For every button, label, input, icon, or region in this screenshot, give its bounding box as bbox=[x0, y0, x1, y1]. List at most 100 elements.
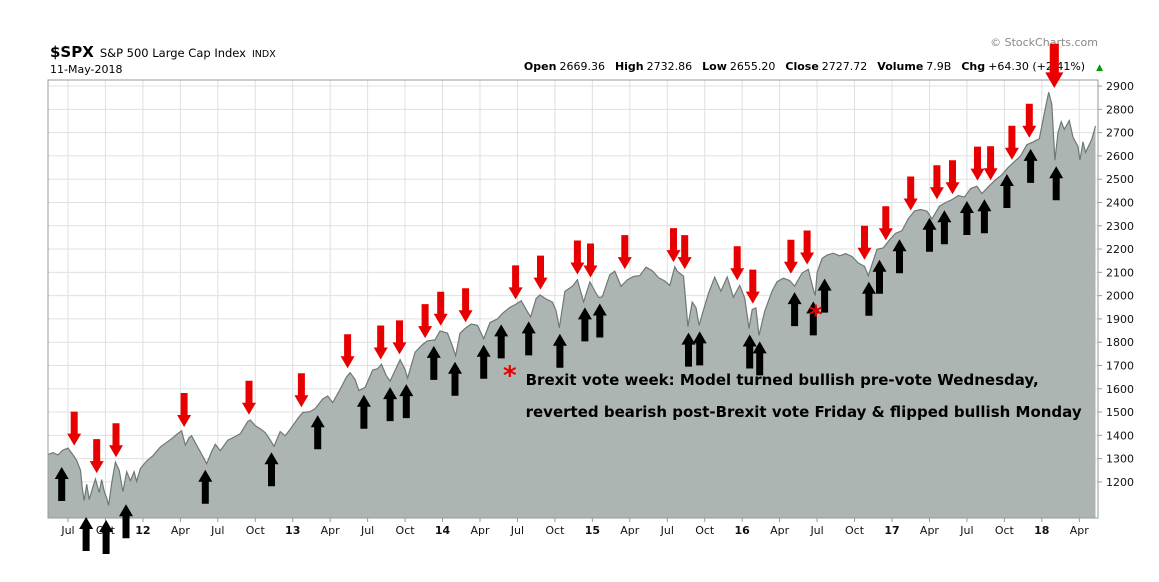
bearish-arrow-icon bbox=[929, 165, 944, 200]
bearish-arrow-icon bbox=[800, 230, 815, 265]
ohlc-quote-bar: Open 2669.36 High 2732.86 Low 2655.20 Close… bbox=[524, 60, 1103, 73]
bearish-arrow-icon bbox=[970, 146, 985, 181]
bearish-arrow-icon bbox=[677, 235, 692, 270]
bullish-arrow-icon bbox=[977, 199, 992, 234]
bullish-arrow-icon bbox=[399, 384, 414, 419]
bullish-arrow-icon bbox=[119, 504, 133, 539]
svg-text:1200: 1200 bbox=[1106, 476, 1134, 489]
bearish-arrow-icon bbox=[242, 380, 256, 415]
bullish-arrow-icon bbox=[1049, 166, 1064, 201]
bearish-arrow-icon bbox=[570, 240, 585, 275]
high-label: High bbox=[614, 60, 644, 73]
svg-text:Apr: Apr bbox=[620, 524, 640, 537]
bullish-arrow-icon bbox=[806, 301, 821, 336]
chart-date: 11-May-2018 bbox=[50, 63, 123, 76]
brexit-annotation: * Brexit vote week: Model turned bullish… bbox=[503, 361, 1082, 428]
bullish-arrow-icon bbox=[892, 239, 907, 274]
bearish-arrow-icon bbox=[89, 439, 104, 474]
svg-text:Apr: Apr bbox=[321, 524, 341, 537]
price-line bbox=[47, 92, 1097, 506]
volume-value: 7.9B bbox=[926, 60, 952, 73]
bearish-arrow-icon bbox=[666, 228, 681, 263]
bearish-arrow-icon bbox=[983, 146, 998, 181]
bearish-arrow-icon bbox=[1045, 43, 1064, 88]
svg-text:Oct: Oct bbox=[545, 524, 565, 537]
change-value: +64.30 (+2.41%) bbox=[988, 60, 1086, 73]
plot-border bbox=[47, 79, 1099, 519]
svg-text:Jul: Jul bbox=[60, 524, 74, 537]
bearish-arrow-icon bbox=[433, 291, 448, 326]
svg-text:2800: 2800 bbox=[1106, 103, 1134, 116]
volume-quote: Volume 7.9B bbox=[877, 60, 951, 73]
bullish-arrow-icon bbox=[872, 259, 887, 294]
y-axis-labels: 2900 2800 2700 2600 2500 2400 2300 2200 2100 2000… bbox=[1098, 80, 1134, 489]
bearish-arrow-icon bbox=[857, 225, 872, 260]
bearish-arrow-icon bbox=[109, 423, 123, 458]
svg-text:Apr: Apr bbox=[920, 524, 940, 537]
svg-text:Oct: Oct bbox=[695, 524, 715, 537]
svg-text:2400: 2400 bbox=[1106, 196, 1134, 209]
asterisk-icon: * bbox=[503, 361, 517, 391]
bullish-arrow-icon bbox=[356, 394, 371, 429]
svg-text:2200: 2200 bbox=[1106, 243, 1134, 256]
close-label: Close bbox=[785, 60, 819, 73]
bearish-arrow-icon bbox=[745, 269, 760, 304]
svg-text:1800: 1800 bbox=[1106, 336, 1134, 349]
svg-text:Jul: Jul bbox=[809, 524, 823, 537]
bearish-arrow-icon bbox=[945, 160, 960, 195]
low-value: 2655.20 bbox=[729, 60, 776, 73]
svg-text:Apr: Apr bbox=[770, 524, 790, 537]
bearish-arrow-icon bbox=[878, 206, 893, 241]
svg-text:18: 18 bbox=[1034, 524, 1049, 537]
bearish-arrow-icon bbox=[392, 320, 407, 355]
bearish-arrow-icon bbox=[373, 325, 388, 360]
bullish-arrow-icon bbox=[592, 303, 607, 338]
svg-text:Oct: Oct bbox=[396, 524, 416, 537]
bullish-arrow-icon bbox=[1023, 148, 1038, 183]
bullish-arrow-markers bbox=[54, 148, 1064, 554]
svg-text:Jul: Jul bbox=[210, 524, 224, 537]
brexit-annotation-line1: Brexit vote week: Model turned bullish p… bbox=[525, 371, 1039, 389]
bullish-arrow-icon bbox=[476, 344, 491, 379]
bullish-arrow-icon bbox=[494, 324, 509, 359]
svg-text:2100: 2100 bbox=[1106, 266, 1134, 279]
change-label: Chg bbox=[961, 60, 986, 73]
svg-text:Jul: Jul bbox=[510, 524, 524, 537]
svg-text:Jul: Jul bbox=[660, 524, 674, 537]
high-quote: High 2732.86 bbox=[615, 60, 692, 73]
bullish-arrow-icon bbox=[426, 345, 441, 380]
x-axis-labels: Jul Oct 12 Apr Jul Oct 13 Apr Jul Oct 14 Apr Jul Oct 1… bbox=[60, 518, 1089, 537]
stockcharts-watermark: © StockCharts.com bbox=[990, 36, 1098, 49]
svg-text:Oct: Oct bbox=[845, 524, 865, 537]
bearish-arrow-icon bbox=[783, 239, 798, 274]
svg-text:2000: 2000 bbox=[1106, 290, 1134, 303]
svg-text:Apr: Apr bbox=[171, 524, 191, 537]
bullish-arrow-icon bbox=[922, 217, 937, 252]
bearish-arrow-icon bbox=[1022, 103, 1037, 138]
volume-label: Volume bbox=[877, 60, 924, 73]
open-quote: Open 2669.36 bbox=[524, 60, 605, 73]
svg-text:2300: 2300 bbox=[1106, 220, 1134, 233]
bearish-arrow-icon bbox=[294, 373, 309, 408]
index-name: S&P 500 Large Cap Index bbox=[99, 46, 246, 60]
exchange-label: INDX bbox=[251, 49, 276, 60]
bullish-arrow-icon bbox=[99, 520, 114, 554]
bearish-arrow-icon bbox=[730, 246, 745, 281]
bearish-arrow-icon bbox=[1004, 125, 1019, 160]
bullish-arrow-icon bbox=[681, 332, 696, 367]
svg-text:2900: 2900 bbox=[1106, 80, 1134, 93]
area-series bbox=[48, 92, 1096, 519]
bullish-arrow-icon bbox=[787, 292, 802, 327]
chart-title: $SPX S&P 500 Large Cap Index INDX bbox=[50, 42, 276, 61]
close-value: 2727.72 bbox=[821, 60, 868, 73]
svg-text:14: 14 bbox=[435, 524, 451, 537]
svg-text:2600: 2600 bbox=[1106, 150, 1134, 163]
bullish-arrow-icon bbox=[742, 334, 757, 369]
bearish-arrow-icon bbox=[508, 265, 523, 300]
close-quote: Close 2727.72 bbox=[785, 60, 867, 73]
svg-text:17: 17 bbox=[884, 524, 899, 537]
bearish-arrow-icon bbox=[340, 334, 355, 369]
bearish-arrow-icon bbox=[903, 176, 918, 211]
